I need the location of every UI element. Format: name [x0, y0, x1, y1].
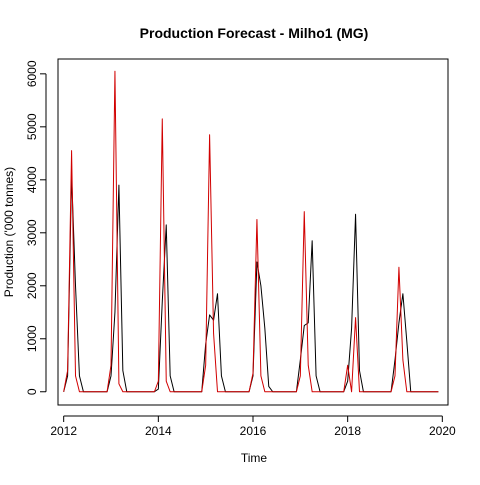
x-axis-label: Time: [241, 451, 268, 465]
x-tick-label: 2016: [240, 424, 267, 438]
x-tick-label: 2012: [50, 424, 77, 438]
x-tick-label: 2014: [145, 424, 172, 438]
y-tick-label: 2000: [25, 272, 39, 299]
x-tick-label: 2020: [429, 424, 456, 438]
chart-title: Production Forecast - Milho1 (MG): [140, 25, 369, 41]
y-axis-label: Production ('000 tonnes): [2, 167, 16, 297]
y-tick-label: 1000: [25, 325, 39, 352]
y-tick-label: 0: [25, 388, 39, 395]
y-tick-label: 3000: [25, 219, 39, 246]
y-tick-label: 6000: [25, 60, 39, 87]
y-tick-label: 5000: [25, 113, 39, 140]
series-line-1: [63, 174, 439, 393]
plot-frame: [57, 58, 449, 406]
series-line-2: [63, 70, 439, 393]
x-tick-label: 2018: [334, 424, 361, 438]
y-tick-label: 4000: [25, 166, 39, 193]
